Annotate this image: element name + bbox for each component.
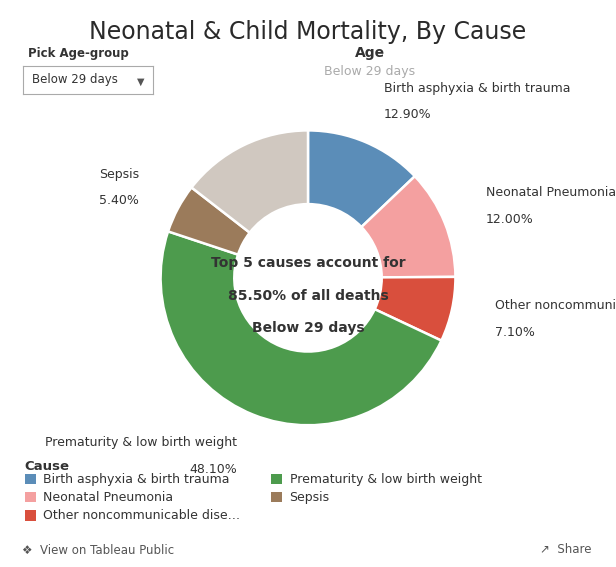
Text: Other noncommunicable dise…: Other noncommunicable dise…: [43, 509, 240, 522]
Wedge shape: [308, 130, 415, 227]
Text: Neonatal Pneumonia: Neonatal Pneumonia: [43, 491, 173, 503]
Text: Below 29 days: Below 29 days: [324, 65, 415, 78]
Text: 85.50% of all deaths: 85.50% of all deaths: [228, 289, 388, 303]
Text: ❖  View on Tableau Public: ❖ View on Tableau Public: [22, 544, 174, 556]
Text: 7.10%: 7.10%: [495, 326, 535, 339]
Text: Age: Age: [355, 45, 384, 60]
Text: Prematurity & low birth weight: Prematurity & low birth weight: [45, 436, 237, 449]
Wedge shape: [192, 130, 308, 232]
Text: 12.00%: 12.00%: [486, 213, 533, 226]
Text: Neonatal Pneumonia: Neonatal Pneumonia: [486, 187, 616, 200]
Text: 5.40%: 5.40%: [99, 194, 139, 208]
Text: ▼: ▼: [137, 77, 145, 86]
Wedge shape: [375, 277, 455, 341]
Text: Neonatal & Child Mortality, By Cause: Neonatal & Child Mortality, By Cause: [89, 20, 527, 44]
Text: Prematurity & low birth weight: Prematurity & low birth weight: [290, 473, 482, 485]
Wedge shape: [362, 176, 455, 277]
Text: Below 29 days: Below 29 days: [33, 74, 118, 86]
Text: ↗  Share: ↗ Share: [540, 544, 591, 556]
Text: Top 5 causes account for: Top 5 causes account for: [211, 256, 405, 270]
Text: Sepsis: Sepsis: [99, 168, 139, 181]
Text: 48.10%: 48.10%: [189, 463, 237, 476]
Text: Birth asphyxia & birth trauma: Birth asphyxia & birth trauma: [384, 82, 570, 95]
Text: Other noncommunicable diseases: Other noncommunicable diseases: [495, 299, 616, 312]
Text: 12.90%: 12.90%: [384, 108, 431, 121]
Wedge shape: [161, 231, 442, 425]
Wedge shape: [168, 188, 249, 255]
Text: Birth asphyxia & birth trauma: Birth asphyxia & birth trauma: [43, 473, 230, 485]
Text: Sepsis: Sepsis: [290, 491, 330, 503]
Text: Cause: Cause: [25, 460, 70, 473]
Text: Below 29 days: Below 29 days: [252, 321, 364, 335]
Text: Pick Age-group: Pick Age-group: [28, 46, 129, 60]
